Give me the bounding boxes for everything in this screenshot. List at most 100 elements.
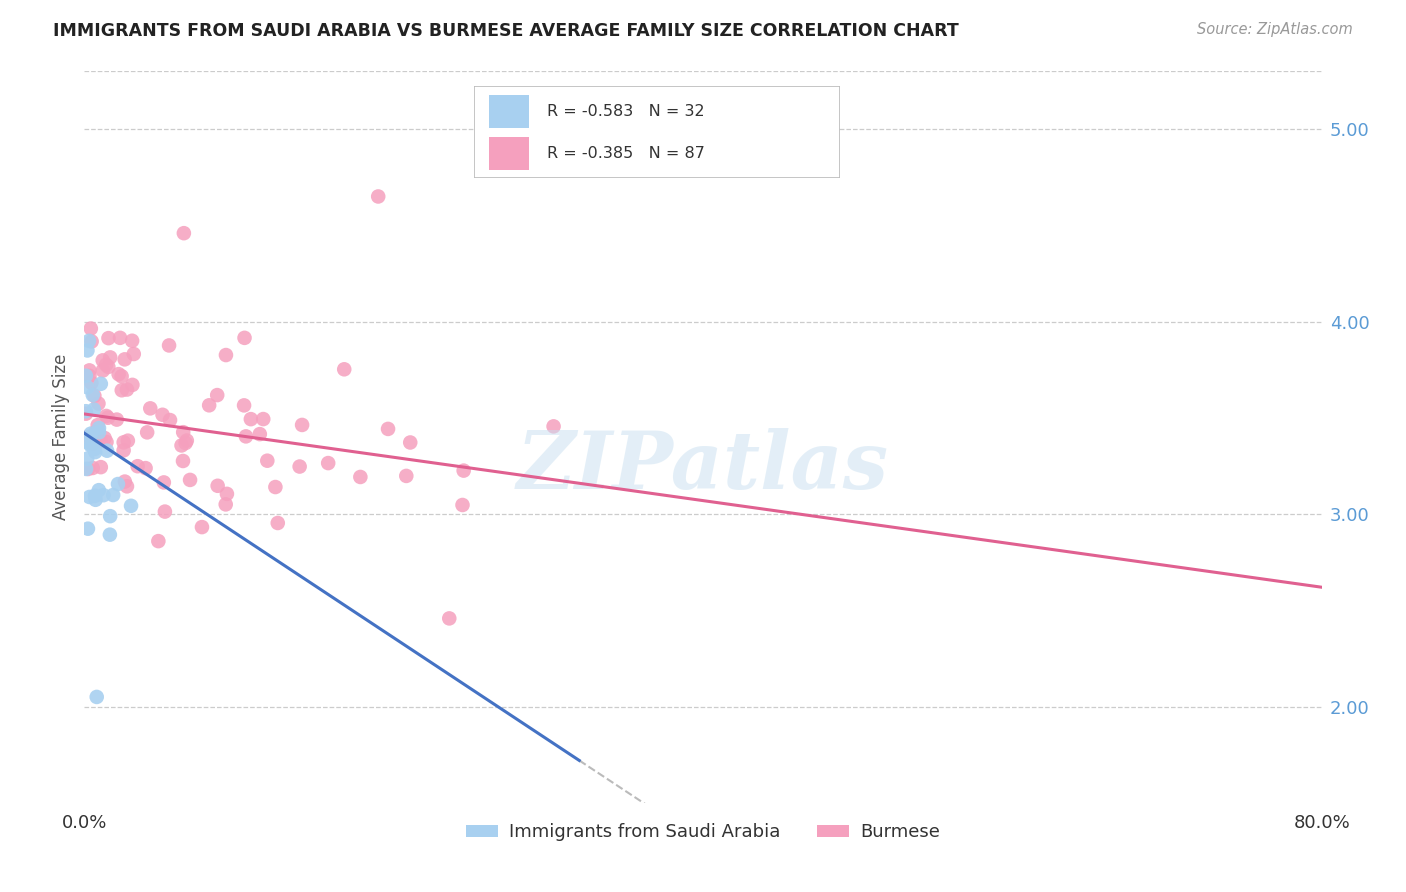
Point [215,497,238,511]
Point [84,445,107,459]
Point [252,412,274,426]
Point [90,434,112,448]
Point [316,456,339,470]
Point [80,426,103,441]
Point [157,338,180,352]
Point [179,473,201,487]
Point [291,417,314,432]
Point [80,334,103,349]
Text: ZIPatlas: ZIPatlas [517,427,889,505]
Point [86,418,108,433]
Point [111,384,134,398]
Point [453,464,475,478]
Point [79,363,101,377]
Point [98,527,121,541]
Point [215,487,238,501]
Point [90,460,112,475]
Point [80,439,103,453]
Point [148,534,170,549]
Point [198,398,221,412]
Point [172,425,194,440]
Point [80,321,103,335]
Point [205,388,228,402]
Point [82,436,104,450]
Point [79,368,101,383]
Point [87,421,110,435]
Point [75,407,97,421]
Point [139,401,162,416]
Point [333,362,356,376]
Point [121,334,143,348]
Point [77,522,100,536]
Point [80,376,103,390]
Point [239,412,262,426]
Point [114,475,136,489]
Point [96,409,118,423]
Point [105,412,128,426]
Point [451,498,474,512]
Point [153,505,176,519]
Point [249,427,271,442]
Point [543,419,565,434]
Point [170,438,193,452]
Point [172,454,194,468]
Point [215,348,238,362]
Point [233,398,256,412]
Point [80,438,103,452]
Point [77,334,100,348]
Legend: Immigrants from Saudi Arabia, Burmese: Immigrants from Saudi Arabia, Burmese [458,816,948,848]
Point [367,189,389,203]
Point [152,408,174,422]
Point [233,331,256,345]
Point [115,383,138,397]
Point [76,451,98,466]
Point [117,434,139,448]
Point [121,377,143,392]
Point [115,479,138,493]
Point [98,509,121,524]
Point [90,376,112,391]
Point [112,435,135,450]
Point [264,480,287,494]
Point [395,469,418,483]
Point [153,475,176,490]
Text: IMMIGRANTS FROM SAUDI ARABIA VS BURMESE AVERAGE FAMILY SIZE CORRELATION CHART: IMMIGRANTS FROM SAUDI ARABIA VS BURMESE … [53,22,959,40]
Point [82,388,104,402]
Point [120,499,142,513]
Point [173,226,195,240]
Point [87,483,110,498]
Point [96,435,118,450]
Point [97,331,120,345]
Point [82,461,104,475]
Point [176,434,198,448]
Point [114,352,136,367]
Point [111,369,134,384]
Point [127,459,149,474]
Point [75,434,97,449]
Point [122,347,145,361]
Point [108,331,131,345]
Point [93,488,115,502]
Point [288,459,311,474]
Point [93,431,115,445]
Point [439,611,461,625]
Point [76,430,98,444]
Point [75,404,97,418]
Point [94,358,117,372]
Point [79,490,101,504]
Point [377,422,399,436]
Point [107,367,129,381]
Point [267,516,290,530]
Point [101,488,124,502]
Point [79,429,101,443]
Point [136,425,159,440]
Point [135,461,157,475]
Point [174,436,197,450]
Point [256,453,278,467]
Point [96,443,118,458]
Point [91,353,114,368]
Point [76,343,98,358]
Point [191,520,214,534]
Point [83,442,105,456]
Point [84,425,107,440]
